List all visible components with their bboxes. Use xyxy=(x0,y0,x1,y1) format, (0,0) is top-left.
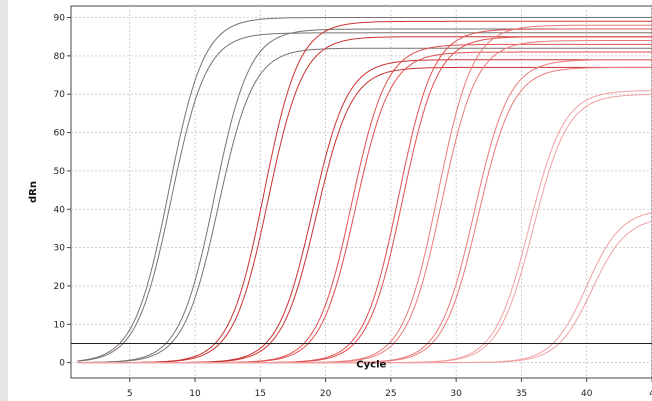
x-tick-label: 20 xyxy=(320,389,332,399)
x-tick-label: 4 xyxy=(649,389,652,399)
x-tick-label: 15 xyxy=(255,389,266,399)
y-tick-label: 0 xyxy=(59,359,65,369)
y-tick-label: 90 xyxy=(54,14,66,24)
x-tick-label: 30 xyxy=(450,389,462,399)
series-group xyxy=(77,17,652,364)
y-tick-label: 30 xyxy=(54,244,66,254)
y-tick-label: 70 xyxy=(54,90,66,100)
y-tick-label: 50 xyxy=(54,167,66,177)
chart-panel: 0 10 20 30 40 50 60 70 80 90 5 10 15 20 25 30 35 40 4 Cycl… xyxy=(8,0,652,401)
amplification-curve xyxy=(77,32,652,362)
y-tick-label: 40 xyxy=(54,205,66,215)
amplification-curve xyxy=(77,47,652,364)
y-axis-title: dRn xyxy=(28,181,39,203)
grid xyxy=(71,6,652,378)
amplification-plot: 0 10 20 30 40 50 60 70 80 90 5 10 15 20 25 30 35 40 4 Cycl… xyxy=(28,5,652,399)
x-tick-label: 10 xyxy=(189,389,201,399)
x-tick-label: 25 xyxy=(385,389,396,399)
y-tick-label: 60 xyxy=(54,129,66,139)
y-tick-label: 10 xyxy=(54,320,66,330)
amplification-curve xyxy=(77,17,652,362)
x-tick-label: 40 xyxy=(581,389,593,399)
axes: 0 10 20 30 40 50 60 70 80 90 5 10 15 20 25 30 35 40 4 xyxy=(54,14,652,399)
x-tick-label: 35 xyxy=(516,389,527,399)
x-axis-title: Cycle xyxy=(356,360,386,371)
y-tick-label: 80 xyxy=(54,52,66,62)
y-tick-label: 20 xyxy=(54,282,66,292)
amplification-curve xyxy=(77,220,652,364)
plot-area xyxy=(70,5,652,379)
x-tick-label: 5 xyxy=(127,389,133,399)
